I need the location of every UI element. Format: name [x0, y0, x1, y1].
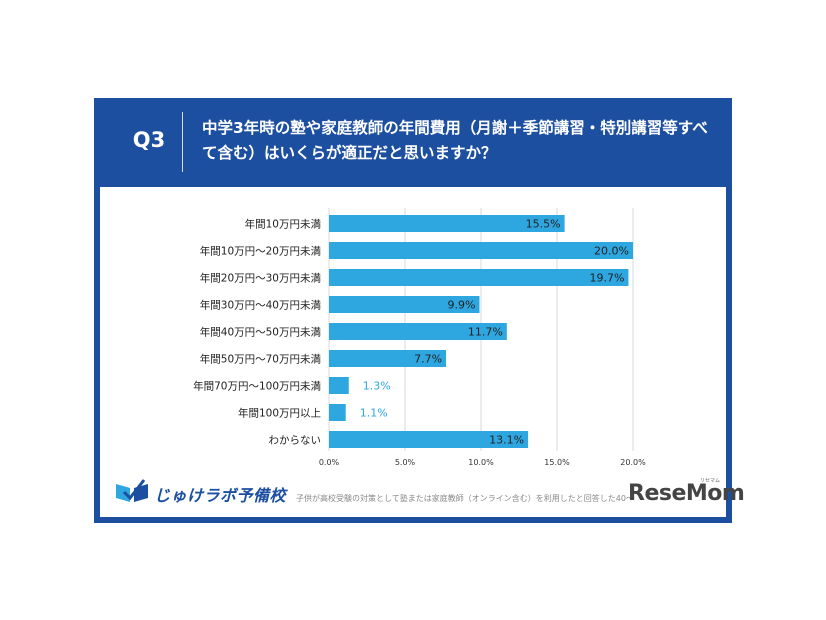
resemom-brand: ReseMom: [628, 481, 745, 506]
resemom-brand-sub: リセマム: [700, 478, 721, 484]
chart-panel: 年間10万円未満年間10万円〜20万円未満 年間20万円〜30万円未満 年間30万円…: [100, 187, 745, 517]
value-label: 1.1%: [360, 407, 388, 420]
bar: [329, 323, 507, 340]
category-label: 年間100万円以上: [238, 407, 321, 420]
value-label: 7.7%: [414, 353, 442, 366]
bar: [329, 404, 346, 421]
value-label: 13.1%: [489, 434, 524, 447]
value-label: 20.0%: [594, 245, 629, 258]
question-text: 中学3年時の塾や家庭教師の年間費用（月謝＋季節講習・特別講習等すべて含む）はいく…: [202, 119, 708, 162]
category-label: わからない: [269, 435, 322, 447]
logo-text: じゅけラボ予備校: [154, 486, 287, 505]
category-label: 年間20万円〜30万円未満: [200, 272, 322, 285]
x-tick-label: 10.0%: [468, 458, 494, 467]
survey-footnote: 子供が高校受験の対策として塾または家庭教師（オンライン含む）を利用したと回答した…: [296, 494, 631, 503]
x-tick-label: 20.0%: [620, 458, 646, 467]
question-number: Q3: [132, 128, 166, 152]
value-label: 11.7%: [468, 326, 503, 339]
bar-chart: 年間10万円未満年間10万円〜20万円未満年間20万円〜30万円未満年間30万円…: [193, 208, 646, 467]
value-label: 9.9%: [448, 299, 476, 312]
chart-frame: Q3 中学3年時の塾や家庭教師の年間費用（月謝＋季節講習・特別講習等すべて含む）…: [94, 98, 745, 523]
value-label: 19.7%: [589, 272, 624, 285]
bar: [329, 215, 565, 232]
header: Q3 中学3年時の塾や家庭教師の年間費用（月謝＋季節講習・特別講習等すべて含む）…: [94, 98, 732, 186]
category-label: 年間70万円〜100万円未満: [193, 380, 321, 393]
bar: [329, 296, 480, 313]
category-label: 年間10万円〜20万円未満: [200, 245, 322, 258]
jukelabo-logo: じゅけラボ予備校: [114, 476, 354, 506]
category-label: 年間30万円〜40万円未満: [200, 299, 322, 312]
bar: [329, 350, 447, 367]
category-label: 年間50万円〜70万円未満: [200, 353, 322, 366]
x-tick-label: 5.0%: [395, 458, 416, 467]
value-label: 1.3%: [363, 380, 391, 393]
category-label: 年間40万円〜50万円未満: [200, 326, 322, 339]
x-tick-label: 0.0%: [319, 458, 340, 467]
book-logo-icon: [116, 479, 148, 502]
bar: [329, 431, 529, 448]
header-divider: [182, 112, 183, 172]
bar: [329, 377, 349, 394]
category-label: 年間10万円未満: [245, 218, 322, 231]
x-tick-label: 15.0%: [544, 458, 570, 467]
bar: [329, 242, 633, 259]
value-label: 15.5%: [526, 218, 561, 231]
bar: [329, 269, 629, 286]
